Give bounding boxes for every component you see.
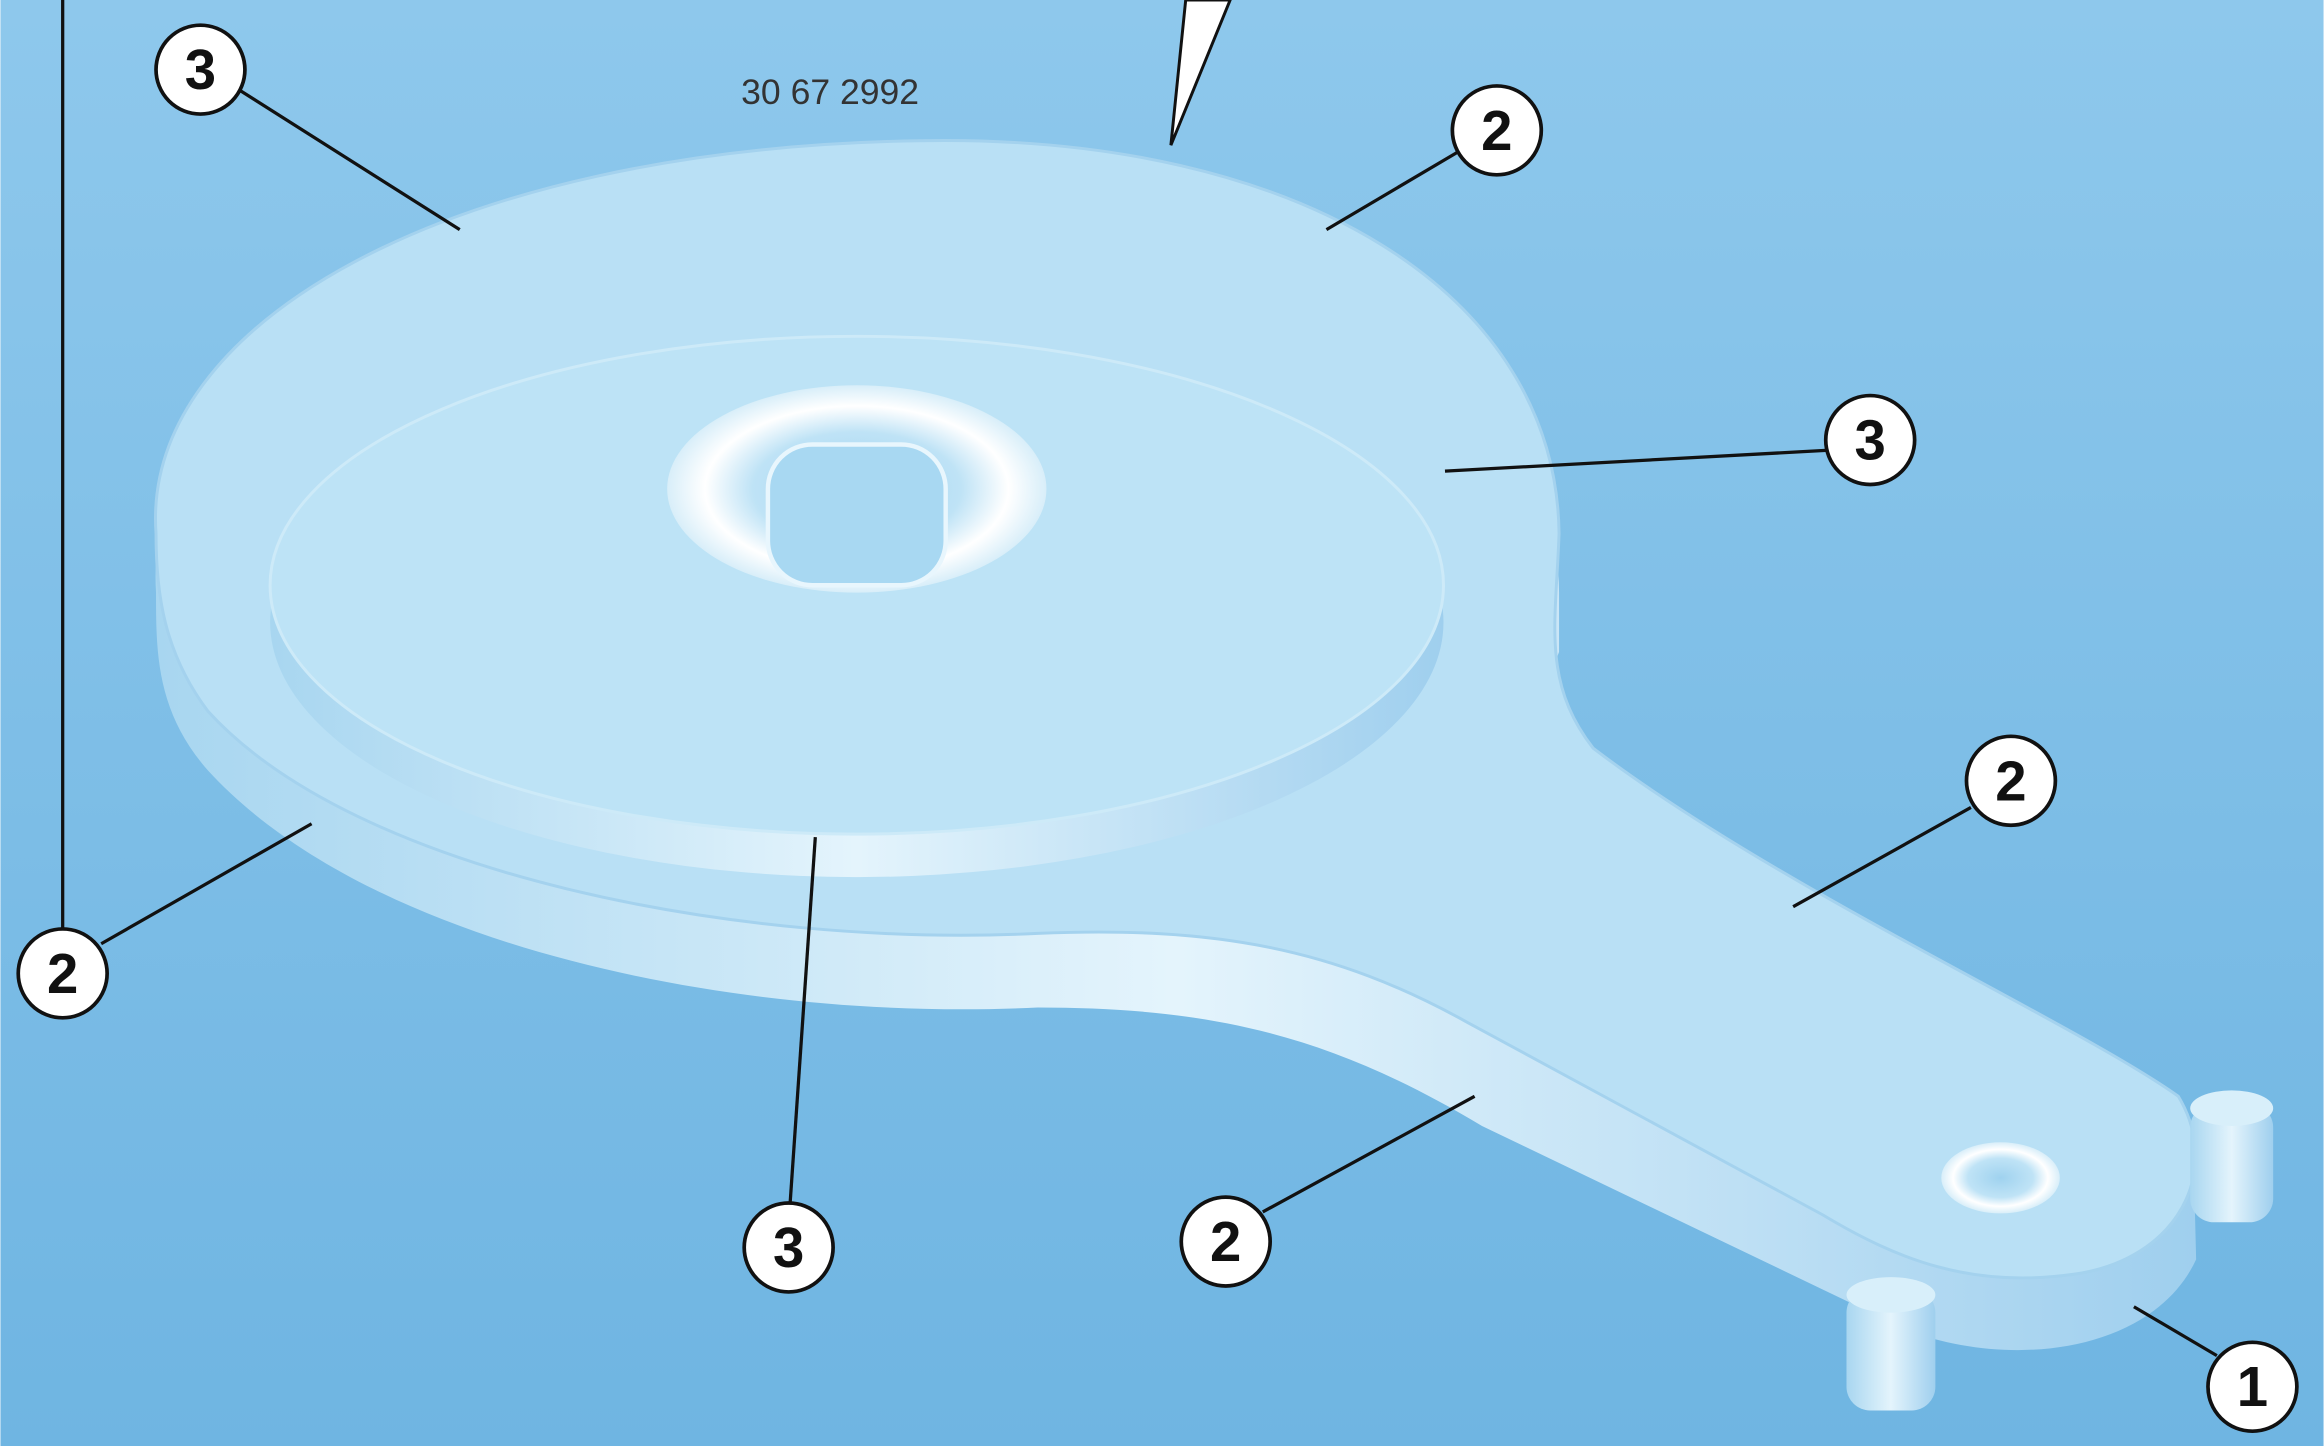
end-hub	[1941, 1142, 2060, 1214]
hub-core	[765, 442, 948, 588]
callout-label: 2	[1481, 99, 1512, 162]
pins	[1846, 1090, 2274, 1411]
callout-label: 3	[1855, 409, 1886, 472]
callout-label: 3	[185, 38, 216, 101]
callout-label: 2	[1210, 1210, 1241, 1273]
pointer-arrow	[1169, 0, 1232, 146]
part	[154, 139, 2274, 1411]
callout: 2	[1179, 1195, 1273, 1288]
leader-lines	[100, 87, 2218, 1358]
callout: 3	[1823, 393, 1917, 487]
callout: 2	[16, 927, 109, 1020]
callout-label: 2	[1995, 749, 2026, 812]
callout-label: 1	[2237, 1355, 2268, 1418]
callouts: 3 2 3 2 2 3 2 1	[16, 23, 2299, 1434]
callout-label: 2	[47, 942, 78, 1005]
callout: 2	[1964, 734, 2058, 828]
callout: 3	[154, 23, 247, 116]
callout-label: 3	[773, 1216, 804, 1279]
callout: 3	[742, 1201, 835, 1294]
part-number: 30 67 2992	[741, 72, 919, 112]
callout: 2	[1450, 84, 1544, 177]
callout: 1	[2206, 1340, 2299, 1434]
